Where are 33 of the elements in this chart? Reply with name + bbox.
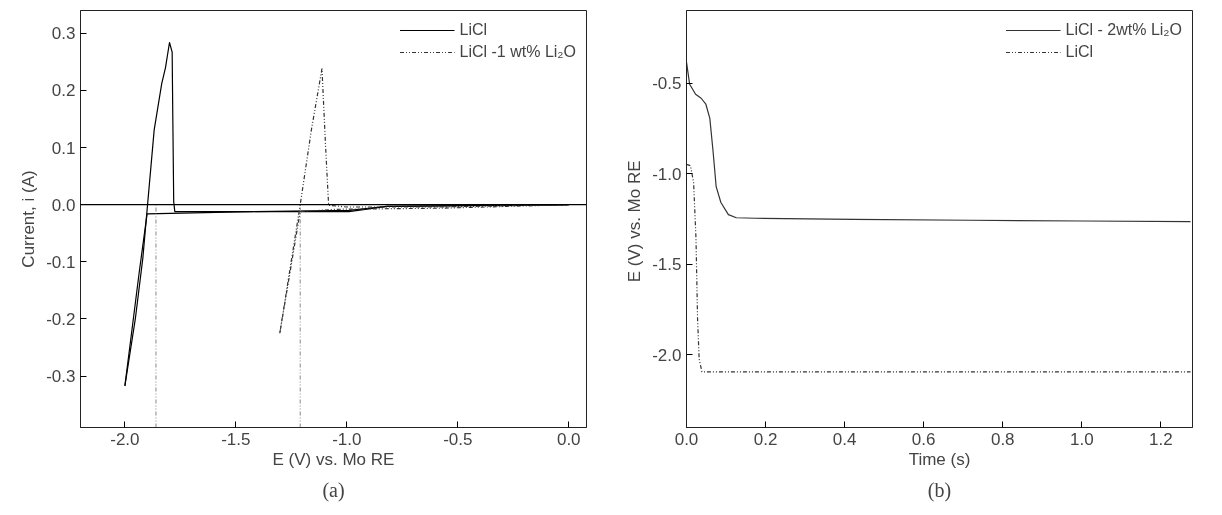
x-tick-label: -2.0 (110, 429, 140, 449)
x-tick-label: 0.0 (674, 429, 699, 449)
x-tick-label: 0.4 (832, 429, 857, 449)
legend-label: LiCl (1065, 43, 1094, 61)
y-tick-label: -1.5 (652, 255, 682, 275)
x-axis-title: E (V) vs. Mo RE (272, 449, 395, 469)
y-tick-label: -0.2 (46, 309, 76, 329)
text: (a) (322, 478, 345, 502)
text: (b) (927, 478, 952, 502)
x-tick-label: 0.6 (911, 429, 936, 449)
x-tick-label: 1.2 (1149, 429, 1173, 449)
x-axis-title: Time (s) (908, 449, 971, 469)
x-tick-label: 0.0 (556, 429, 581, 449)
x-tick-label: 0.2 (753, 429, 778, 449)
y-tick-label: 0.1 (51, 138, 76, 158)
y-tick-label: 0.3 (51, 24, 76, 44)
x-tick-label: -1.5 (221, 429, 251, 449)
y-tick-label: 0.0 (51, 195, 76, 215)
x-tick-label: 0.8 (990, 429, 1015, 449)
y-tick-label: -2.0 (652, 345, 682, 365)
legend-label: LiCl - 2wt% Li₂O (1065, 21, 1182, 39)
y-tick-label: 0.2 (51, 81, 76, 101)
y-axis-title: E (V) vs. Mo RE (625, 160, 645, 283)
legend-label: LiCl -1 wt% Li₂O (459, 43, 576, 61)
x-tick-label: -1.0 (332, 429, 362, 449)
x-tick-label: 1.0 (1070, 429, 1094, 449)
legend-label: LiCl (459, 21, 488, 39)
y-tick-label: -1.0 (652, 164, 682, 184)
y-tick-label: -0.5 (652, 74, 682, 94)
y-tick-label: -0.3 (46, 367, 76, 387)
y-axis-title: Current, i (A) (19, 170, 39, 268)
x-tick-label: -0.5 (443, 429, 473, 449)
y-tick-label: -0.1 (46, 252, 76, 272)
